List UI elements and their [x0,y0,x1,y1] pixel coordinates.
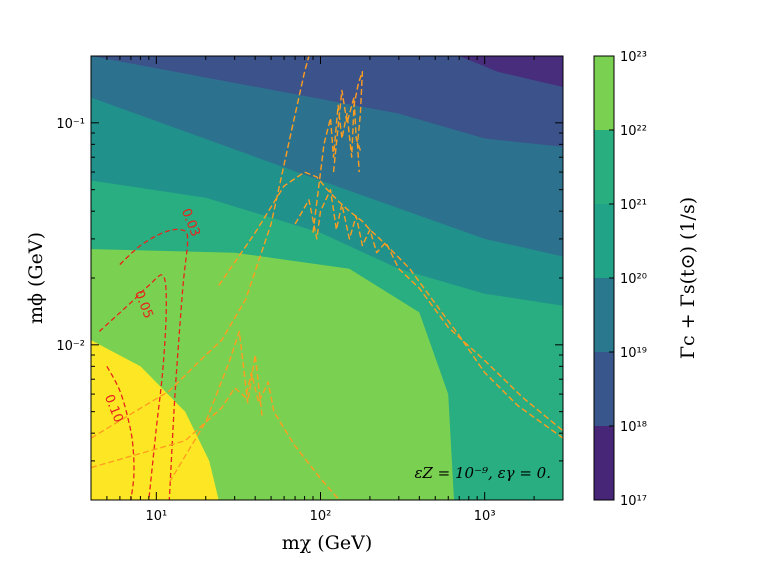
colorbar-segment-4 [594,130,614,204]
colorbar-segment-3 [594,204,614,278]
colorbar-tick-label-0: 10¹⁷ [620,494,647,509]
colorbar-tick-label-1: 10¹⁸ [620,420,647,435]
colorbar-segment-5 [594,56,614,130]
y-tick-label-1: 10⁻¹ [56,117,85,132]
colorbar-segment-1 [594,352,614,426]
colorbar-label: Γc + Γs(t⊙) (1/s) [677,197,699,359]
x-axis-ticks: 10¹ 10² 10³ [90,56,564,524]
red-contour-2 [106,365,135,500]
region-1e18-1e19 [91,56,563,147]
colorbar-tick-label-6: 10²³ [620,50,647,65]
y-tick-label-0: 10⁻² [56,339,85,354]
colorbar-tick-label-2: 10¹⁹ [620,346,647,361]
red-contour-1 [98,274,167,500]
x-tick-label-2: 10³ [474,509,496,524]
red-contour-0 [119,228,189,500]
colorbar-tick-label-4: 10²¹ [620,198,647,213]
colorbar: 10¹⁷ 10¹⁸ 10¹⁹ 10²⁰ 10²¹ 10²² 10²³ [593,50,647,509]
x-axis-label: mχ (GeV) [282,532,373,554]
orange-curve-4 [294,189,563,432]
filled-contour-regions [91,56,563,500]
orange-curve-2 [168,330,263,483]
orange-curve-0 [91,56,310,439]
colorbar-tick-label-3: 10²⁰ [620,272,647,287]
red-contour-lines [98,228,189,500]
orange-curve-6 [332,89,362,173]
plot-area: 0.030.050.10 10¹ 10² 10³ 10⁻²10⁻¹ [56,55,564,524]
x-tick-label-1: 10² [310,509,332,524]
x-tick-label-0: 10¹ [145,509,167,524]
colorbar-segment-2 [594,278,614,352]
orange-curve-5 [312,71,364,233]
orange-curve-3 [218,171,563,439]
colorbar-segment-0 [594,426,614,500]
orange-curve-1 [91,371,340,500]
y-axis-label: mϕ (GeV) [25,232,47,324]
colorbar-tick-label-5: 10²² [620,124,647,139]
y-axis-ticks: 10⁻² 10⁻¹ [56,55,563,501]
parameter-annotation: εZ = 10⁻⁹, εγ = 0. [414,464,551,482]
orange-curves [91,56,563,500]
